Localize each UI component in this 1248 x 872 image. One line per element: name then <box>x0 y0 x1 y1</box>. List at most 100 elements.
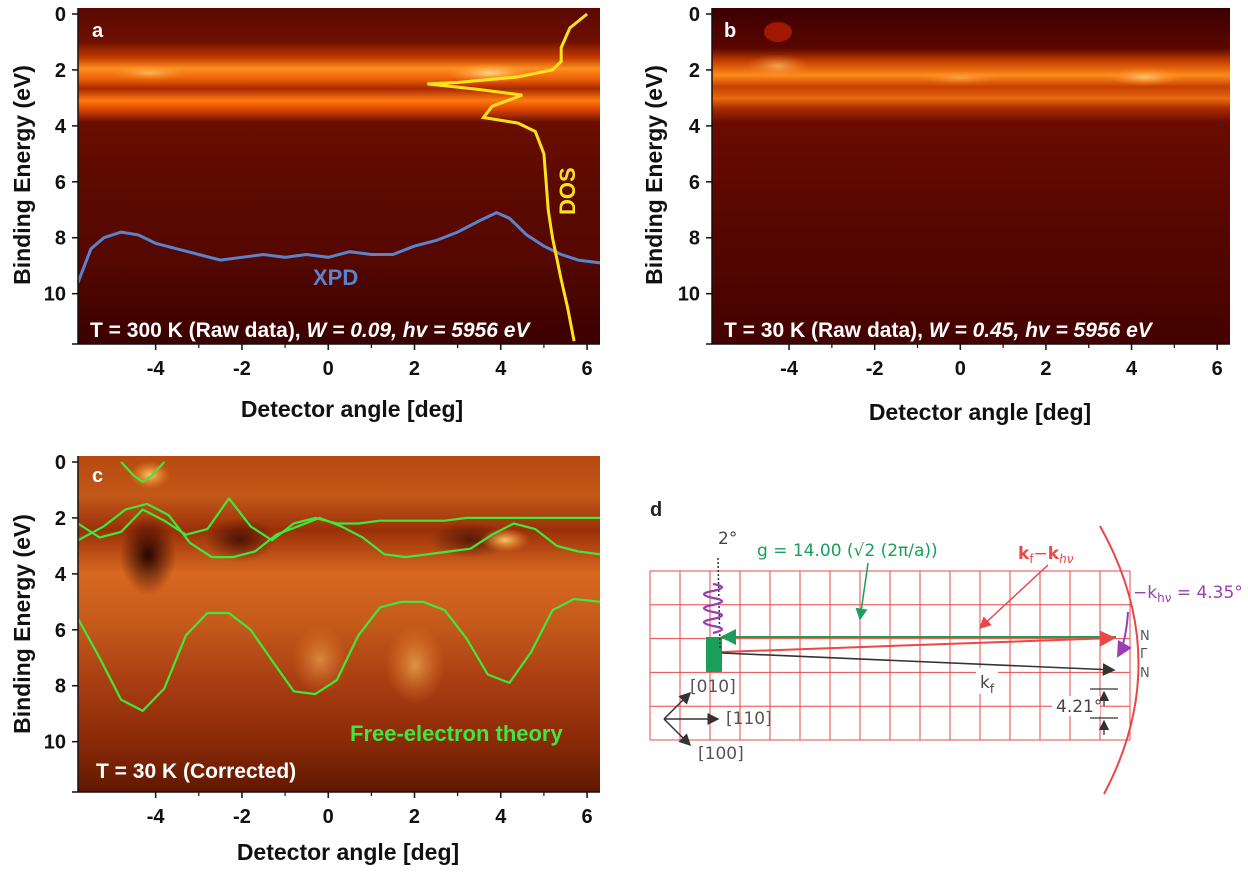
kf-vector <box>721 652 1116 676</box>
x-tick-label: 6 <box>581 358 592 380</box>
theory-curve-3 <box>77 597 601 713</box>
khv-value: = 4.35° <box>1171 583 1242 603</box>
x-tick-label: 4 <box>1126 358 1138 380</box>
xpd-curve <box>76 210 601 284</box>
panel-a-heatmap <box>78 8 600 344</box>
n-bottom-label: N <box>1140 666 1150 681</box>
theory-curve-4 <box>120 461 166 483</box>
x-tick-label: 0 <box>323 358 334 380</box>
y-tick-label: 10 <box>44 284 66 306</box>
angle-2-label: 2° <box>718 529 737 549</box>
khv-sub: hν <box>1157 591 1172 605</box>
panel-a-letter: a <box>92 20 104 42</box>
panel-b-xlabel: Detector angle [deg] <box>869 399 1091 425</box>
kf-khv-hv: hν <box>1059 552 1074 566</box>
panel-a-caption-params: W = 0.09, hv = 5956 eV <box>306 319 531 342</box>
dos-curve <box>427 12 589 342</box>
y-tick-label: 4 <box>55 564 67 586</box>
y-tick-label: 0 <box>55 452 66 474</box>
panel-c-caption: T = 30 K (Corrected) <box>96 760 296 783</box>
g-label: g = 14.00 (√2 (2π/a)) <box>757 541 938 561</box>
panel-c-ylabel: Binding Energy (eV) <box>9 514 35 734</box>
panel-a-caption-prefix: T = 300 K (Raw data), <box>90 319 306 342</box>
kf-khv-vector <box>721 630 1116 653</box>
lattice-grid <box>649 570 1131 741</box>
panel-c-bright-4 <box>292 625 348 695</box>
y-tick-label: 2 <box>689 60 700 82</box>
panel-b-axes: 0 2 4 6 8 10 -4 -2 0 2 4 6 <box>678 4 1230 380</box>
angle-label-bg <box>1052 696 1100 716</box>
y-tick-label: 10 <box>678 284 700 306</box>
panel-b-caption-params: W = 0.45, hv = 5956 eV <box>929 319 1154 342</box>
khv-arc-arrow <box>1117 611 1132 658</box>
xpd-label: XPD <box>313 265 358 290</box>
panel-b: b T = 30 K (Raw data), W = 0.45, hv = 59… <box>641 4 1230 425</box>
purple-wave <box>702 582 724 635</box>
y-tick-label: 6 <box>689 172 700 194</box>
y-tick-label: 0 <box>689 4 700 26</box>
y-tick-label: 8 <box>55 228 66 250</box>
panel-b-caption-prefix: T = 30 K (Raw data), <box>724 319 929 342</box>
kf-label: kf <box>980 673 995 696</box>
kf-khv-label: kf−khν <box>1018 544 1074 566</box>
y-tick-label: 4 <box>55 116 67 138</box>
theory-label: Free-electron theory <box>350 721 563 746</box>
kf-khv-k: k <box>1018 544 1030 564</box>
kf-label-bg <box>976 668 998 694</box>
panel-c-xlabel: Detector angle [deg] <box>237 839 459 865</box>
panel-c-letter: c <box>92 465 103 487</box>
kf-khv-f: f <box>1029 552 1034 566</box>
panel-a-xlabel: Detector angle [deg] <box>241 396 463 422</box>
theory-curve-2 <box>77 502 601 559</box>
x-tick-label: 4 <box>495 806 507 828</box>
dir-100-label: [100] <box>698 744 744 764</box>
y-tick-label: 4 <box>689 116 701 138</box>
dos-label: DOS <box>555 167 580 215</box>
x-tick-label: 2 <box>409 358 420 380</box>
panel-b-letter: b <box>724 20 736 42</box>
panel-b-ylabel: Binding Energy (eV) <box>641 65 667 285</box>
panel-a: a XPD DOS T = 300 K (Raw data), W = 0.09… <box>9 4 601 422</box>
kf-khv-k2: k <box>1048 544 1060 564</box>
x-tick-label: -2 <box>866 358 884 380</box>
dir-010-label: [010] <box>690 677 736 697</box>
x-tick-label: -2 <box>233 358 251 380</box>
y-tick-label: 8 <box>689 228 700 250</box>
panel-c-bright-2 <box>480 528 530 552</box>
panel-c-bright-3 <box>385 625 445 705</box>
khv-k: −k <box>1133 583 1157 603</box>
x-tick-label: 2 <box>1040 358 1051 380</box>
kf-k: k <box>980 673 990 693</box>
y-tick-label: 2 <box>55 508 66 530</box>
x-tick-label: -2 <box>233 806 251 828</box>
y-tick-label: 10 <box>44 732 66 754</box>
y-tick-label: 6 <box>55 620 66 642</box>
theory-curves <box>77 461 601 713</box>
n-top-label: N <box>1140 629 1150 644</box>
ewald-arc <box>1099 525 1140 795</box>
panel-d-letter: d <box>650 499 662 521</box>
panel-c: c Free-electron theory T = 30 K (Correct… <box>9 452 601 865</box>
panel-a-caption: T = 300 K (Raw data), W = 0.09, hv = 595… <box>90 319 531 342</box>
x-tick-label: -4 <box>147 358 166 380</box>
panel-c-axes: 0 2 4 6 8 10 -4 -2 0 2 4 6 <box>44 452 600 828</box>
y-tick-label: 8 <box>55 676 66 698</box>
g-label-pointer <box>855 562 869 621</box>
x-tick-label: 2 <box>409 806 420 828</box>
kf-khv-minus: − <box>1034 544 1048 564</box>
panel-c-dark-1 <box>120 515 176 595</box>
dir-100-arrow <box>663 718 692 747</box>
panel-c-dark-2 <box>205 518 275 562</box>
origin-block <box>706 637 722 672</box>
kf-khv-pointer <box>978 564 1049 630</box>
panel-a-hotspot-2 <box>110 65 190 81</box>
panel-b-hotspot-2 <box>746 54 810 78</box>
y-tick-label: 6 <box>55 172 66 194</box>
x-tick-label: -4 <box>780 358 799 380</box>
kf-sub: f <box>990 682 995 696</box>
gamma-label: Γ <box>1140 647 1148 662</box>
dir-110-label: [110] <box>726 709 772 729</box>
panel-b-spot-top <box>764 22 792 42</box>
y-tick-label: 0 <box>55 4 66 26</box>
